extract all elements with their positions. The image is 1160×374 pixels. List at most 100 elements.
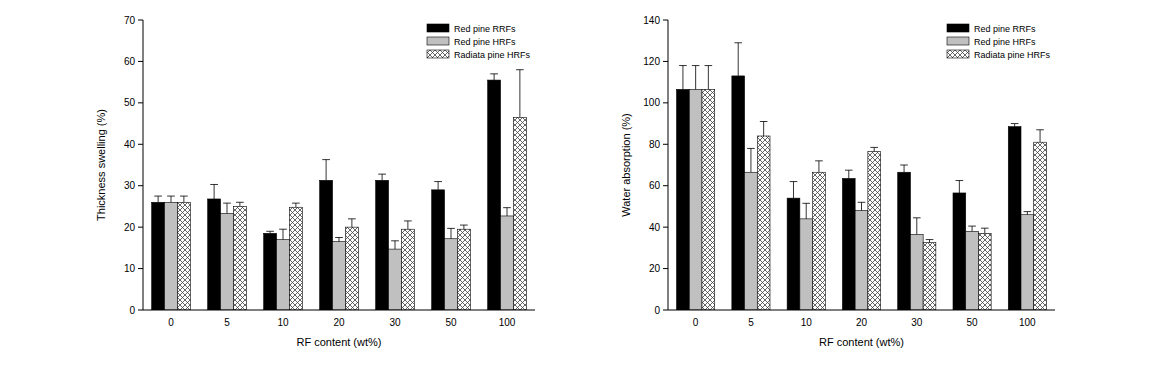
y-tick [663, 144, 668, 145]
error-bar [154, 196, 162, 202]
error-bar [490, 74, 498, 80]
error-bar [335, 238, 343, 242]
bar [855, 211, 868, 310]
error-bar [679, 66, 687, 90]
bar [732, 76, 745, 310]
error-bar [236, 202, 244, 206]
bar [842, 178, 855, 310]
x-tick-label: 5 [224, 317, 230, 328]
figure: 0102030405060700510203050100RF content (… [0, 0, 1160, 374]
bar [401, 229, 414, 310]
error-bar [926, 240, 934, 243]
bar [978, 233, 991, 310]
x-tick-label: 10 [801, 317, 813, 328]
x-tick-label: 100 [1019, 317, 1036, 328]
y-tick-label: 60 [649, 180, 661, 191]
bar [233, 206, 246, 310]
bar [966, 231, 979, 310]
y-tick [663, 310, 668, 311]
error-bar [913, 218, 921, 235]
error-bar [516, 70, 524, 118]
x-tick-label: 10 [277, 317, 289, 328]
error-bar [434, 182, 442, 190]
error-bar [348, 219, 356, 227]
y-tick [138, 227, 143, 228]
y-tick-label: 40 [124, 139, 136, 150]
bar [1021, 215, 1034, 310]
legend-swatch [427, 24, 449, 32]
bar [289, 207, 302, 310]
bar [457, 229, 470, 310]
y-tick [138, 185, 143, 186]
bar [221, 213, 234, 310]
y-axis [143, 20, 144, 310]
bar [445, 239, 458, 310]
bar [787, 198, 800, 310]
error-bar [734, 43, 742, 76]
bar [152, 202, 165, 310]
bar [1008, 127, 1021, 310]
x-tick-label: 50 [967, 317, 979, 328]
bar [800, 219, 813, 310]
legend-swatch [427, 50, 449, 58]
y-tick-label: 40 [649, 222, 661, 233]
y-tick [663, 61, 668, 62]
error-bar [1036, 130, 1044, 142]
error-bar [279, 229, 287, 239]
y-tick-label: 80 [649, 139, 661, 150]
error-bar [266, 231, 274, 233]
y-tick-label: 10 [124, 263, 136, 274]
bar [488, 80, 501, 310]
x-axis [143, 310, 535, 311]
bar [868, 152, 881, 310]
legend: Red pine RRFsRed pine HRFsRadiata pine H… [427, 24, 531, 60]
bar [345, 227, 358, 310]
bar [277, 240, 290, 310]
y-tick-label: 0 [129, 305, 135, 316]
error-bar [747, 148, 755, 172]
x-axis [668, 310, 1055, 311]
bar [953, 193, 966, 310]
marks [152, 70, 527, 310]
y-axis-label: Thickness swelling (%) [95, 109, 107, 221]
error-bar [391, 241, 399, 249]
y-tick-label: 50 [124, 97, 136, 108]
y-tick [138, 102, 143, 103]
y-tick-label: 100 [643, 97, 660, 108]
y-tick-label: 140 [643, 15, 660, 26]
error-bar [815, 161, 823, 172]
legend-label: Red pine RRFs [454, 24, 516, 34]
error-bar [692, 66, 700, 90]
error-bar [981, 228, 989, 233]
error-bar [292, 203, 300, 207]
error-bar [223, 203, 231, 213]
y-axis [668, 20, 669, 310]
y-axis-label: Water absorption (%) [620, 113, 632, 217]
legend-swatch [947, 24, 969, 32]
legend: Red pine RRFsRed pine HRFsRadiata pine H… [947, 24, 1051, 60]
bar [813, 172, 826, 310]
error-bar [956, 181, 964, 193]
chart: 0102030405060700510203050100RF content (… [95, 15, 535, 349]
legend-label: Radiata pine HRFs [974, 50, 1051, 60]
x-tick-label: 30 [389, 317, 401, 328]
bar [264, 233, 277, 310]
y-tick [138, 144, 143, 145]
bar [333, 242, 346, 310]
bar [177, 202, 190, 310]
x-tick-label: 20 [856, 317, 868, 328]
y-tick-label: 120 [643, 56, 660, 67]
error-bar [858, 202, 866, 210]
x-tick-label: 50 [445, 317, 457, 328]
bar [320, 180, 333, 310]
y-tick [138, 268, 143, 269]
error-bar [378, 174, 386, 180]
y-tick [138, 310, 143, 311]
bar [501, 216, 514, 310]
error-bar [760, 122, 768, 137]
error-bar [460, 225, 468, 229]
error-bar [870, 147, 878, 151]
legend-label: Red pine HRFs [974, 37, 1036, 47]
error-bar [790, 182, 798, 199]
chart: 0204060801001201400510203050100RF conten… [620, 15, 1055, 349]
